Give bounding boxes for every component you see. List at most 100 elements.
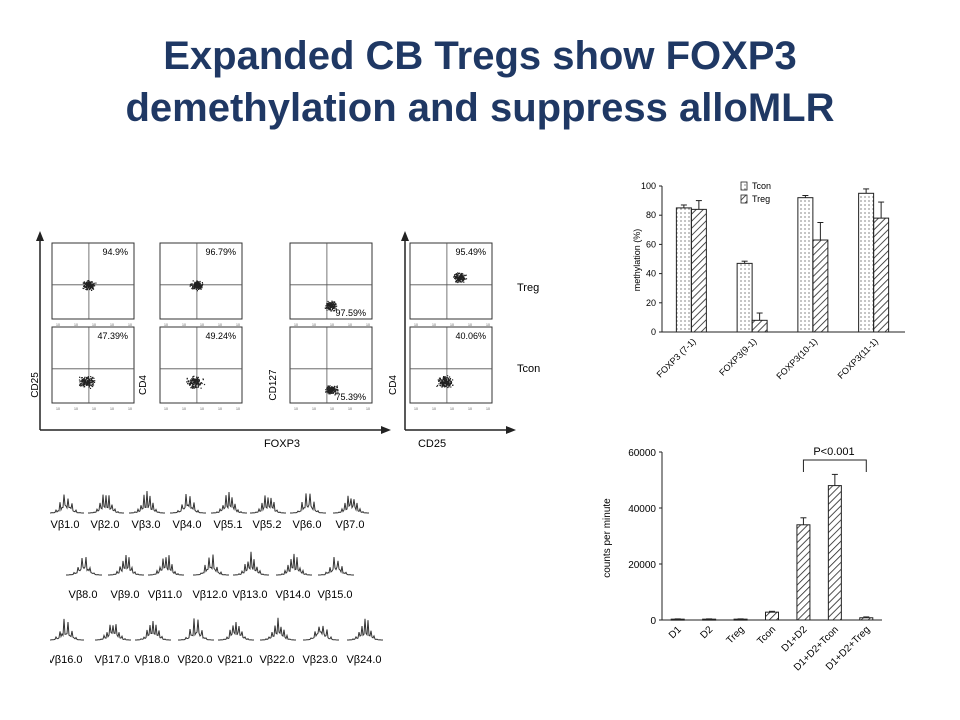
flow-event-dot: [80, 380, 82, 382]
flow-event-dot: [80, 385, 82, 387]
flow-event-dot: [461, 279, 463, 281]
flow-tick-label: 10: [366, 407, 370, 411]
flow-event-dot: [88, 285, 91, 288]
methylation-bar: [873, 217, 890, 333]
flow-event-dot: [84, 286, 86, 288]
methylation-category-label: FOXP3(9-1): [717, 336, 758, 377]
flow-event-dot: [194, 385, 196, 387]
flow-event-dot: [79, 383, 81, 385]
flow-event-dot: [198, 383, 200, 385]
flow-event-dot: [459, 275, 461, 277]
flow-event-dot: [331, 300, 333, 302]
flow-event-dot: [90, 379, 92, 382]
flow-event-dot: [87, 378, 89, 380]
vbeta-label: Vβ6.0: [293, 519, 322, 531]
flow-event-dot: [195, 380, 197, 382]
flow-event-dot: [195, 285, 197, 287]
flow-event-dot: [86, 284, 88, 286]
flow-event-dot: [448, 383, 450, 385]
flow-event-dot: [87, 376, 89, 379]
flow-event-dot: [83, 285, 85, 287]
flow-event-dot: [439, 380, 441, 382]
flow-event-dot: [444, 378, 446, 380]
flow-event-dot: [456, 280, 458, 282]
flow-cytometry-panel: FOXP3 CD25 Treg Tcon CD25 94.9% 10 10 10 10 10…: [30, 231, 540, 450]
flow-event-dot: [196, 377, 199, 380]
flow-tick-label: 10: [218, 407, 222, 411]
flow-event-dot: [89, 287, 91, 289]
flow-event-dot: [335, 389, 337, 391]
flow-event-dot: [332, 388, 334, 390]
flow-event-dot: [333, 304, 335, 306]
flow-event-dot: [448, 379, 450, 381]
flow-event-dot: [88, 383, 90, 385]
slide-title-line2: demethylation and suppress alloMLR: [125, 86, 835, 130]
methylation-y-tick-label: 100: [641, 181, 656, 191]
flow-event-dot: [189, 285, 191, 287]
flow-percent-label: 47.39%: [97, 331, 128, 341]
flow-event-dot: [334, 388, 336, 390]
flow-event-dot: [447, 375, 449, 377]
flow-event-dot: [83, 285, 85, 287]
flow-event-dot: [85, 379, 87, 381]
flow-event-dot: [187, 382, 189, 385]
flow-event-dot: [193, 288, 196, 290]
flow-event-dot: [462, 275, 464, 278]
flow-event-dot: [332, 392, 334, 394]
flow-event-dot: [195, 283, 197, 286]
flow-event-dot: [443, 385, 445, 387]
flow-event-dot: [201, 286, 203, 288]
flow-event-dot: [85, 286, 87, 288]
flow-event-dot: [88, 380, 90, 382]
flow-event-dot: [444, 379, 446, 381]
flow-event-dot: [95, 282, 97, 284]
flow-event-dot: [199, 287, 201, 290]
flow-event-dot: [84, 380, 86, 382]
methylation-marks: 0 20 40 60 80 100 FOXP3 (7-1) FOXP3(9-1) FOXP3(1…: [641, 181, 905, 381]
flow-event-dot: [327, 305, 329, 307]
flow-event-dot: [79, 384, 81, 386]
flow-event-dot: [195, 379, 197, 381]
flow-event-dot: [329, 304, 331, 306]
flow4-x-arrowhead: [506, 426, 516, 434]
flow-event-dot: [198, 380, 200, 382]
methylation-legend: Tcon Treg: [740, 181, 771, 204]
vbeta-label: Vβ2.0: [91, 519, 120, 531]
flow-event-dot: [193, 387, 195, 389]
vbeta-label: Vβ24.0: [346, 654, 381, 666]
flow-event-dot: [89, 381, 91, 384]
flow-event-dot: [327, 306, 329, 309]
flow-event-dot: [86, 287, 88, 289]
flow-event-dot: [336, 389, 338, 391]
flow-event-dot: [87, 282, 89, 284]
flow-event-dot: [201, 284, 203, 286]
flow-event-dot: [330, 305, 332, 308]
flow-event-dot: [93, 381, 95, 383]
flow-event-dot: [332, 307, 334, 310]
flow-event-dot: [461, 276, 463, 278]
flow-event-dot: [437, 379, 439, 381]
slide-title-line1: Expanded CB Tregs show FOXP3: [163, 34, 797, 78]
flow-y-label-2: CD4: [138, 375, 149, 395]
flow-event-dot: [196, 383, 198, 385]
row-label-treg: Treg: [517, 282, 539, 294]
flow-event-dot: [92, 385, 94, 388]
flow-percent-label: 95.49%: [455, 247, 486, 257]
flow-event-dot: [462, 278, 464, 280]
flow-event-dot: [86, 383, 88, 385]
flow-event-dot: [332, 304, 334, 306]
flow-event-dot: [197, 381, 199, 383]
flow-event-dot: [84, 377, 86, 379]
flow-event-dot: [86, 376, 88, 379]
flow-event-dot: [200, 387, 202, 389]
flow-event-dot: [330, 309, 332, 311]
flow-event-dot: [331, 304, 333, 306]
flow-event-dot: [461, 278, 463, 280]
flow-event-dot: [90, 384, 92, 386]
flow-tick-label: 10: [164, 323, 168, 327]
flow-event-dot: [447, 377, 449, 379]
flow-event-dot: [82, 380, 85, 382]
methylation-y-tick-label: 80: [646, 210, 656, 220]
flow-event-dot: [82, 385, 84, 387]
flow-event-dot: [186, 381, 188, 383]
